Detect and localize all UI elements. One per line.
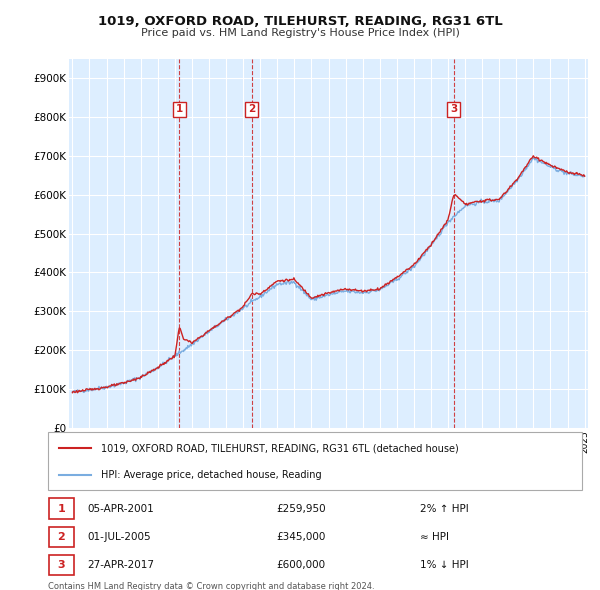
Text: 2% ↑ HPI: 2% ↑ HPI [420,504,469,513]
Text: 3: 3 [58,560,65,570]
Text: 1: 1 [176,104,183,114]
Text: Contains HM Land Registry data © Crown copyright and database right 2024.: Contains HM Land Registry data © Crown c… [48,582,374,590]
FancyBboxPatch shape [49,555,74,575]
FancyBboxPatch shape [48,432,582,490]
Text: £345,000: £345,000 [276,532,325,542]
Text: 3: 3 [450,104,457,114]
Text: 2: 2 [58,532,65,542]
Text: 1019, OXFORD ROAD, TILEHURST, READING, RG31 6TL: 1019, OXFORD ROAD, TILEHURST, READING, R… [98,15,502,28]
FancyBboxPatch shape [49,527,74,547]
Text: 1% ↓ HPI: 1% ↓ HPI [420,560,469,570]
Text: ≈ HPI: ≈ HPI [420,532,449,542]
Text: 05-APR-2001: 05-APR-2001 [87,504,154,513]
Text: 27-APR-2017: 27-APR-2017 [87,560,154,570]
Text: 1019, OXFORD ROAD, TILEHURST, READING, RG31 6TL (detached house): 1019, OXFORD ROAD, TILEHURST, READING, R… [101,443,459,453]
Text: HPI: Average price, detached house, Reading: HPI: Average price, detached house, Read… [101,470,322,480]
Text: 2: 2 [248,104,255,114]
Text: Price paid vs. HM Land Registry's House Price Index (HPI): Price paid vs. HM Land Registry's House … [140,28,460,38]
Text: £600,000: £600,000 [276,560,325,570]
Text: £259,950: £259,950 [276,504,326,513]
Text: 1: 1 [58,504,65,513]
Text: 01-JUL-2005: 01-JUL-2005 [87,532,151,542]
FancyBboxPatch shape [49,499,74,519]
